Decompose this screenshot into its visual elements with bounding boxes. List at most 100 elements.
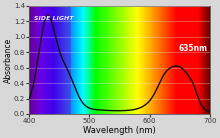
Bar — [72, 6, 73, 114]
Bar — [41, 6, 42, 114]
Bar — [105, 6, 106, 114]
Bar — [159, 6, 160, 114]
Bar — [155, 6, 156, 114]
Bar — [98, 6, 99, 114]
Bar — [163, 6, 164, 114]
Bar — [48, 6, 49, 114]
Bar — [85, 6, 86, 114]
Bar — [120, 6, 121, 114]
Bar — [150, 6, 151, 114]
Text: 635nm: 635nm — [178, 44, 207, 53]
Bar — [114, 6, 115, 114]
Bar — [195, 6, 196, 114]
Bar — [177, 6, 178, 114]
Bar — [183, 6, 184, 114]
Bar — [172, 6, 173, 114]
Bar — [201, 6, 202, 114]
Bar — [194, 6, 195, 114]
Bar — [116, 6, 117, 114]
Bar — [109, 6, 110, 114]
Bar — [141, 6, 142, 114]
Bar — [88, 6, 89, 114]
Bar — [206, 6, 207, 114]
Bar — [131, 6, 132, 114]
Bar — [106, 6, 107, 114]
Bar — [29, 6, 30, 114]
Bar — [71, 6, 72, 114]
Bar — [38, 6, 39, 114]
Bar — [164, 6, 165, 114]
Bar — [127, 6, 128, 114]
Bar — [160, 6, 161, 114]
Bar — [202, 6, 203, 114]
Bar — [42, 6, 43, 114]
Bar — [61, 6, 62, 114]
Bar — [165, 6, 166, 114]
Bar — [91, 6, 92, 114]
Bar — [87, 6, 88, 114]
Bar — [180, 6, 181, 114]
Bar — [149, 6, 150, 114]
Bar — [179, 6, 180, 114]
Bar — [117, 6, 118, 114]
Bar — [190, 6, 191, 114]
Bar — [86, 6, 87, 114]
Bar — [81, 6, 82, 114]
Bar — [145, 6, 146, 114]
Bar — [52, 6, 53, 114]
Bar — [175, 6, 176, 114]
Bar — [184, 6, 185, 114]
Bar — [70, 6, 71, 114]
Bar — [142, 6, 143, 114]
Bar — [166, 6, 167, 114]
Bar — [138, 6, 139, 114]
Bar — [170, 6, 171, 114]
Bar — [77, 6, 78, 114]
Bar — [196, 6, 197, 114]
Bar — [101, 6, 102, 114]
Bar — [46, 6, 47, 114]
Bar — [100, 6, 101, 114]
Bar — [97, 6, 98, 114]
Bar — [44, 6, 45, 114]
Bar — [162, 6, 163, 114]
Bar — [40, 6, 41, 114]
Bar — [174, 6, 175, 114]
Bar — [39, 6, 40, 114]
Bar — [32, 6, 33, 114]
Bar — [133, 6, 134, 114]
Bar — [55, 6, 56, 114]
Bar — [132, 6, 133, 114]
Bar — [84, 6, 85, 114]
Bar — [110, 6, 111, 114]
Bar — [199, 6, 200, 114]
Bar — [204, 6, 205, 114]
Bar — [167, 6, 168, 114]
Bar — [49, 6, 50, 114]
Bar — [82, 6, 83, 114]
Bar — [67, 6, 68, 114]
Bar — [153, 6, 154, 114]
Bar — [148, 6, 149, 114]
Bar — [103, 6, 104, 114]
Bar — [123, 6, 124, 114]
Bar — [191, 6, 192, 114]
Bar — [186, 6, 187, 114]
Bar — [144, 6, 145, 114]
Bar — [94, 6, 95, 114]
Bar — [83, 6, 84, 114]
Bar — [96, 6, 97, 114]
Bar — [205, 6, 206, 114]
Bar — [107, 6, 108, 114]
Bar — [124, 6, 125, 114]
Bar — [57, 6, 58, 114]
Bar — [143, 6, 144, 114]
Bar — [35, 6, 36, 114]
Bar — [115, 6, 116, 114]
Bar — [151, 6, 152, 114]
Bar — [126, 6, 127, 114]
Bar — [128, 6, 129, 114]
Bar — [76, 6, 77, 114]
Bar — [121, 6, 122, 114]
Bar — [74, 6, 75, 114]
